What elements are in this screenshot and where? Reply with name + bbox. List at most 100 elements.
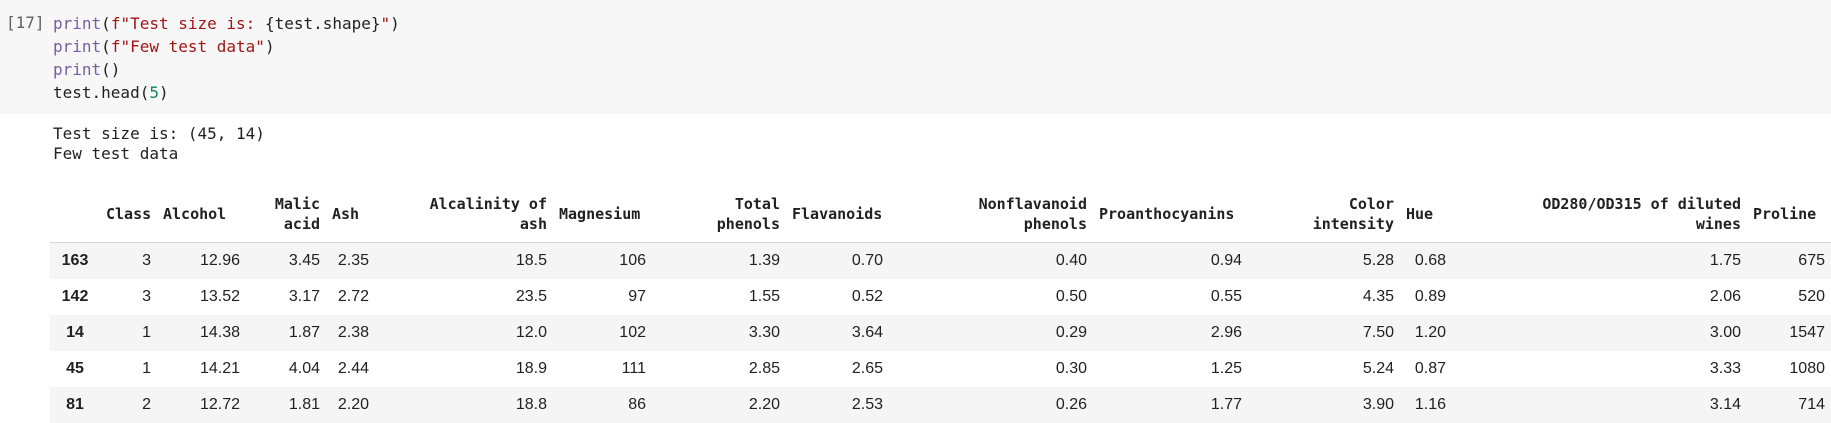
code-token: f"Test size is: bbox=[110, 14, 265, 33]
table-cell: 1.55 bbox=[748, 288, 780, 305]
table-cell: 106 bbox=[619, 252, 646, 269]
code-token: test.head( bbox=[53, 83, 150, 102]
table-cell: 2 bbox=[142, 396, 151, 413]
table-row: 142 3 13.52 3.17 2.72 23.5 97 1.55 0.52 0.50 0.55 4… bbox=[50, 279, 1831, 315]
table-cell: 2.06 bbox=[1709, 288, 1741, 305]
code-line: print() bbox=[53, 58, 400, 81]
table-cell: 0.26 bbox=[1055, 396, 1087, 413]
row-index: 14 bbox=[66, 324, 84, 341]
code-token: f"Few test data" bbox=[110, 37, 265, 56]
table-cell: 13.52 bbox=[199, 288, 240, 305]
table-cell: 3.14 bbox=[1709, 396, 1741, 413]
table-cell: 14.38 bbox=[199, 324, 240, 341]
table-row: 81 2 12.72 1.81 2.20 18.8 86 2.20 2.53 0.26 1.77 3.… bbox=[50, 387, 1831, 423]
code-token: () bbox=[101, 60, 121, 79]
table-cell: 1.77 bbox=[1210, 396, 1242, 413]
table-cell: 3.45 bbox=[288, 252, 320, 269]
stdout-line: Test size is: (45, 14) bbox=[53, 124, 265, 143]
table-cell: 23.5 bbox=[515, 288, 547, 305]
cell-stdout: Test size is: (45, 14) Few test data bbox=[53, 124, 265, 164]
table-cell: 1 bbox=[142, 360, 151, 377]
column-header: Magnesium bbox=[559, 205, 641, 223]
table-cell: 4.35 bbox=[1362, 288, 1394, 305]
table-cell: 0.52 bbox=[851, 288, 883, 305]
code-token: ( bbox=[101, 14, 111, 33]
table-cell: 18.9 bbox=[515, 360, 547, 377]
table-cell: 0.40 bbox=[1055, 252, 1087, 269]
table-cell: 1.16 bbox=[1414, 396, 1446, 413]
table-header-row: Class Alcohol Malic acid Ash Alcalinity of ash… bbox=[50, 186, 1831, 243]
code-token: {test.shape} bbox=[264, 14, 381, 33]
column-header: Proline bbox=[1753, 205, 1817, 223]
table-cell: 2.65 bbox=[851, 360, 883, 377]
code-token: print bbox=[53, 60, 102, 79]
dataframe-table: Class Alcohol Malic acid Ash Alcalinity of ash… bbox=[50, 186, 1831, 423]
code-token: print bbox=[53, 14, 102, 33]
column-header: Color intensity bbox=[1312, 195, 1394, 233]
table-cell: 2.35 bbox=[337, 252, 369, 269]
column-header: Alcohol bbox=[163, 205, 227, 223]
code-token: ) bbox=[158, 83, 169, 102]
table-cell: 0.89 bbox=[1414, 288, 1446, 305]
table-cell: 3.64 bbox=[851, 324, 883, 341]
table-cell: 86 bbox=[628, 396, 646, 413]
table-cell: 12.72 bbox=[199, 396, 240, 413]
table-cell: 2.38 bbox=[337, 324, 369, 341]
row-index: 81 bbox=[66, 396, 84, 413]
table-cell: 2.85 bbox=[748, 360, 780, 377]
table-cell: 2.44 bbox=[337, 360, 369, 377]
table-cell: 675 bbox=[1798, 252, 1825, 269]
table-cell: 0.50 bbox=[1055, 288, 1087, 305]
column-header: OD280/OD315 of diluted wines bbox=[1542, 195, 1741, 233]
table-cell: 14.21 bbox=[199, 360, 240, 377]
code-token: " bbox=[380, 14, 391, 33]
table-body: 163 3 12.96 3.45 2.35 18.5 106 1.39 0.70 0.40 0.94… bbox=[50, 243, 1831, 423]
code-editor[interactable]: print(f"Test size is: {test.shape}") prin… bbox=[53, 12, 400, 104]
table-cell: 0.29 bbox=[1055, 324, 1087, 341]
table-cell: 111 bbox=[621, 360, 646, 377]
row-index: 142 bbox=[61, 288, 89, 305]
table-cell: 714 bbox=[1798, 396, 1825, 413]
table-cell: 18.8 bbox=[515, 396, 547, 413]
execution-count: [17] bbox=[6, 13, 45, 32]
table-cell: 0.87 bbox=[1414, 360, 1446, 377]
table-cell: 2.96 bbox=[1210, 324, 1242, 341]
table-row: 163 3 12.96 3.45 2.35 18.5 106 1.39 0.70 0.40 0.94… bbox=[50, 243, 1831, 279]
table-cell: 3 bbox=[142, 288, 151, 305]
code-token: ) bbox=[264, 37, 275, 56]
code-token: ( bbox=[101, 37, 111, 56]
table-cell: 3 bbox=[142, 252, 151, 269]
table-cell: 2.53 bbox=[851, 396, 883, 413]
code-line: test.head(5) bbox=[53, 81, 400, 104]
table-cell: 1.20 bbox=[1414, 324, 1446, 341]
column-header: Flavanoids bbox=[792, 205, 883, 223]
table-cell: 7.50 bbox=[1362, 324, 1394, 341]
table-cell: 18.5 bbox=[515, 252, 547, 269]
code-line: print(f"Test size is: {test.shape}") bbox=[53, 12, 400, 35]
column-header: Alcalinity of ash bbox=[429, 195, 547, 233]
code-line: print(f"Few test data") bbox=[53, 35, 400, 58]
table-row: 14 1 14.38 1.87 2.38 12.0 102 3.30 3.64 0.29 2.96 7… bbox=[50, 315, 1831, 351]
row-index: 163 bbox=[61, 252, 89, 269]
table-cell: 1 bbox=[142, 324, 151, 341]
column-header: Proanthocyanins bbox=[1099, 205, 1235, 223]
table-cell: 0.94 bbox=[1210, 252, 1242, 269]
table-cell: 5.24 bbox=[1362, 360, 1394, 377]
row-index: 45 bbox=[66, 360, 84, 377]
table-cell: 1.87 bbox=[288, 324, 320, 341]
table-cell: 2.72 bbox=[337, 288, 369, 305]
table-cell: 1.81 bbox=[288, 396, 320, 413]
column-header: Class bbox=[106, 205, 152, 223]
code-cell-input[interactable]: [17] print(f"Test size is: {test.shape}"… bbox=[0, 0, 1831, 114]
table-cell: 5.28 bbox=[1362, 252, 1394, 269]
table-cell: 12.96 bbox=[199, 252, 240, 269]
column-header: Ash bbox=[332, 205, 360, 223]
code-token: ) bbox=[390, 14, 400, 33]
table-cell: 3.90 bbox=[1362, 396, 1394, 413]
column-header: Nonflavanoid phenols bbox=[978, 195, 1087, 233]
table-cell: 1.39 bbox=[748, 252, 780, 269]
table-cell: 0.68 bbox=[1414, 252, 1446, 269]
table-cell: 3.00 bbox=[1709, 324, 1741, 341]
table-cell: 0.55 bbox=[1210, 288, 1242, 305]
column-header: Total phenols bbox=[716, 195, 780, 233]
